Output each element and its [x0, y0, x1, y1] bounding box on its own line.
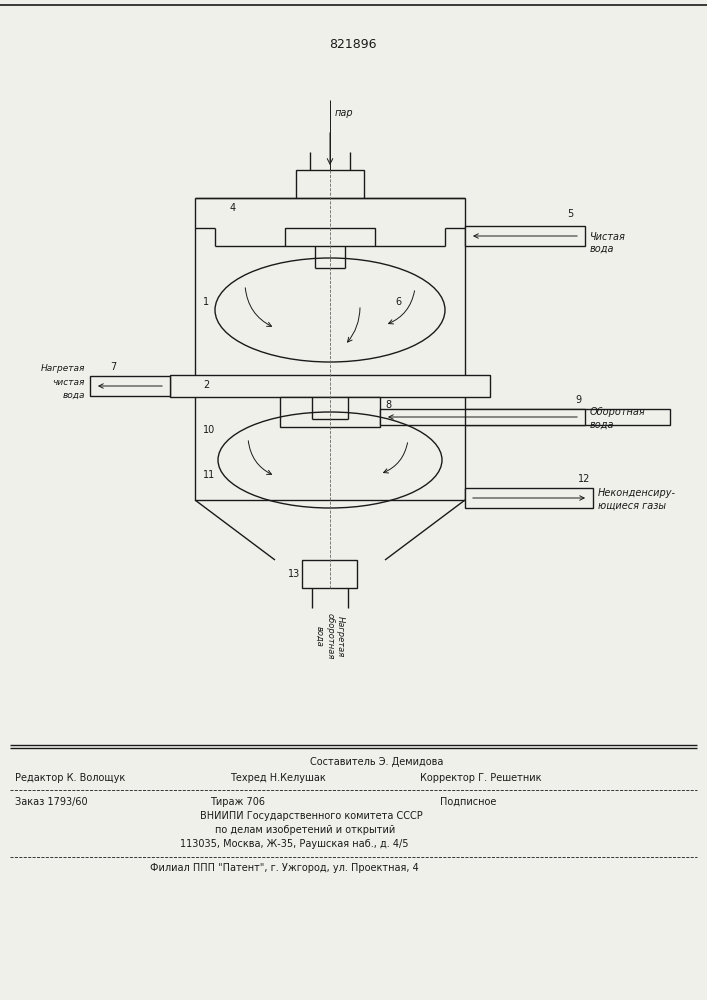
- Text: Оборотная: Оборотная: [590, 407, 645, 417]
- Text: вода: вода: [62, 391, 85, 400]
- Text: Корректор Г. Решетник: Корректор Г. Решетник: [420, 773, 542, 783]
- Text: пар: пар: [335, 108, 354, 118]
- Text: Нагретая: Нагретая: [40, 364, 85, 373]
- Text: ВНИИПИ Государственного комитета СССР: ВНИИПИ Государственного комитета СССР: [200, 811, 423, 821]
- Text: 8: 8: [385, 400, 391, 410]
- Text: 4: 4: [230, 203, 236, 213]
- Text: Неконденсиру-: Неконденсиру-: [598, 488, 676, 498]
- Bar: [285, 228, 375, 246]
- Bar: [465, 488, 593, 508]
- Bar: [280, 397, 380, 427]
- Text: Нагретая
оборотная
вода: Нагретая оборотная вода: [315, 613, 345, 659]
- Text: 10: 10: [203, 425, 215, 435]
- Text: Техред Н.Келушак: Техред Н.Келушак: [230, 773, 326, 783]
- Text: по делам изобретений и открытий: по делам изобретений и открытий: [215, 825, 395, 835]
- Text: 7: 7: [110, 362, 116, 372]
- Bar: [380, 409, 670, 425]
- Text: 12: 12: [578, 474, 590, 484]
- Text: 9: 9: [575, 395, 581, 405]
- Text: вода: вода: [590, 244, 614, 254]
- Bar: [170, 375, 490, 397]
- Text: 821896: 821896: [329, 38, 377, 51]
- Bar: [465, 409, 585, 425]
- Text: Чистая: Чистая: [590, 232, 626, 242]
- Bar: [296, 170, 364, 198]
- Text: 113035, Москва, Ж-35, Раушская наб., д. 4/5: 113035, Москва, Ж-35, Раушская наб., д. …: [180, 839, 409, 849]
- Text: ющиеся газы: ющиеся газы: [598, 501, 666, 511]
- Text: 13: 13: [288, 569, 300, 579]
- Text: 6: 6: [395, 297, 401, 307]
- Text: чистая: чистая: [52, 378, 85, 387]
- Text: 2: 2: [203, 380, 209, 390]
- Text: Подписное: Подписное: [440, 797, 496, 807]
- Bar: [303, 560, 358, 588]
- Text: 1: 1: [203, 297, 209, 307]
- Text: Составитель Э. Демидова: Составитель Э. Демидова: [310, 757, 443, 767]
- Bar: [90, 376, 170, 396]
- Text: 5: 5: [567, 209, 573, 219]
- Text: Тираж 706: Тираж 706: [210, 797, 265, 807]
- Text: Заказ 1793/60: Заказ 1793/60: [15, 797, 88, 807]
- Text: Филиал ППП "Патент", г. Ужгород, ул. Проектная, 4: Филиал ППП "Патент", г. Ужгород, ул. Про…: [150, 863, 419, 873]
- Text: вода: вода: [590, 420, 614, 430]
- Bar: [465, 226, 585, 246]
- Text: Редактор К. Волощук: Редактор К. Волощук: [15, 773, 125, 783]
- Text: 11: 11: [203, 470, 215, 480]
